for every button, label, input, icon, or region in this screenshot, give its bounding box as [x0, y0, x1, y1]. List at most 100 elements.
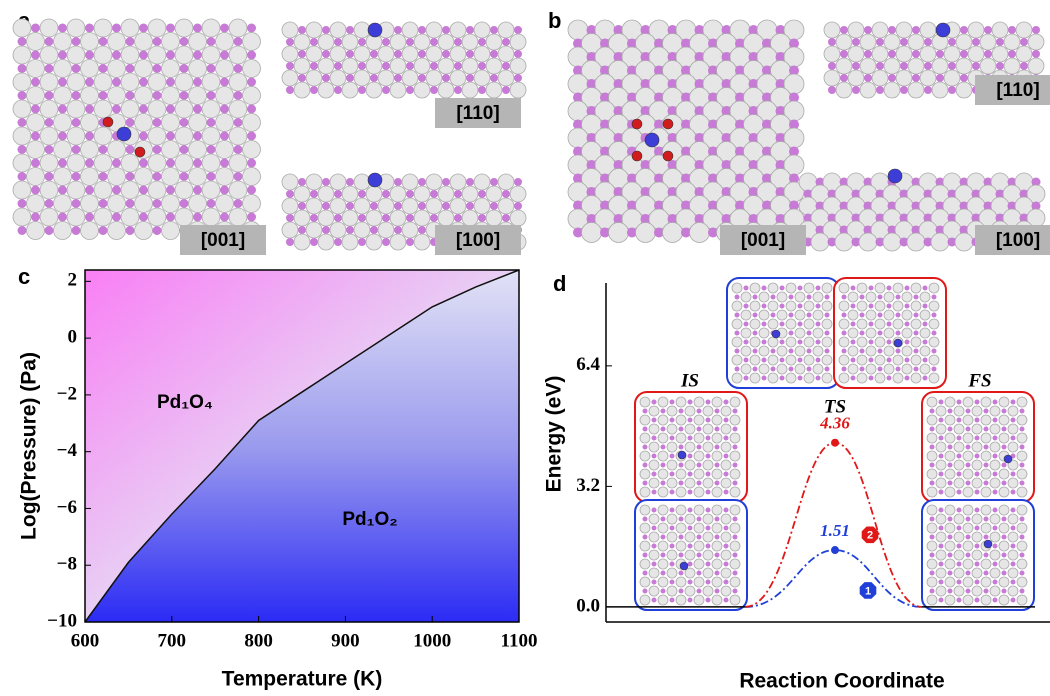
atom-o: [966, 481, 971, 486]
atom-pd: [685, 442, 695, 452]
atom-pd: [954, 532, 964, 542]
atom-pd: [282, 174, 298, 190]
atom-o: [914, 295, 919, 300]
atom-o: [247, 105, 256, 114]
atom-pd: [1017, 451, 1027, 461]
atom-o: [744, 358, 749, 363]
atom-pd: [54, 60, 72, 78]
atom-o: [85, 105, 94, 114]
atom-o: [840, 26, 848, 34]
atom-o: [715, 571, 720, 576]
atom-pd: [318, 58, 334, 74]
atom-pd: [896, 70, 912, 86]
atom-pd: [426, 22, 442, 38]
atom-o: [220, 132, 229, 141]
atom-pd: [992, 22, 1008, 38]
atom-pd: [795, 328, 805, 338]
atom-pd: [730, 505, 740, 515]
atom-o: [957, 472, 962, 477]
atom-o: [932, 367, 937, 372]
atom-pd: [730, 397, 740, 407]
atom-pd: [685, 514, 695, 524]
atom-o: [753, 331, 758, 336]
atom-o: [652, 472, 657, 477]
atom-o: [382, 86, 390, 94]
atom-o: [18, 91, 27, 100]
atom-pd: [927, 523, 937, 533]
atom-pd: [945, 397, 955, 407]
atom-o: [930, 463, 935, 468]
atom-pd: [162, 222, 180, 240]
atom: [103, 117, 113, 127]
atom-o: [661, 571, 666, 576]
atom-pd: [649, 514, 659, 524]
atom-pd: [860, 34, 876, 50]
atom-pd: [920, 346, 930, 356]
atom-o: [442, 202, 450, 210]
atom-o: [939, 544, 944, 549]
atom-pd: [667, 478, 677, 488]
atom-o: [514, 178, 522, 186]
atom-pd: [872, 70, 888, 86]
atom-pd: [40, 73, 58, 91]
atom-o: [744, 304, 749, 309]
atom-pd: [902, 310, 912, 320]
atom-pd: [963, 415, 973, 425]
atom-pd: [135, 222, 153, 240]
atom-pd: [676, 577, 686, 587]
atom-pd: [857, 337, 867, 347]
atom-o: [948, 517, 953, 522]
atom-pd: [640, 433, 650, 443]
atom-pd: [94, 127, 112, 145]
atom-o: [896, 313, 901, 318]
atom-pd: [981, 577, 991, 587]
atom-pd: [730, 577, 740, 587]
atom-pd: [945, 415, 955, 425]
atom-o: [58, 24, 67, 33]
atom-o: [936, 74, 944, 82]
atom-o: [842, 349, 847, 354]
atom-pd: [54, 222, 72, 240]
atom-o: [679, 553, 684, 558]
atom-pd: [243, 87, 261, 105]
atom-o: [923, 304, 928, 309]
atom-o: [960, 50, 968, 58]
atom-o: [878, 331, 883, 336]
atom-pd: [175, 208, 193, 226]
atom-o: [930, 589, 935, 594]
atom-o: [957, 580, 962, 585]
atom-pd: [108, 168, 126, 186]
atom-pd: [135, 87, 153, 105]
atom-o: [661, 535, 666, 540]
atom-o: [780, 304, 785, 309]
atom-pd: [732, 373, 742, 383]
atom-o: [112, 105, 121, 114]
atom-pd: [945, 505, 955, 515]
atom-pd: [848, 346, 858, 356]
atom-o: [220, 51, 229, 60]
atom-o: [670, 400, 675, 405]
atom-pd: [999, 469, 1009, 479]
atom-o: [358, 214, 366, 222]
atom-pd: [839, 373, 849, 383]
atom-o: [180, 145, 189, 154]
atom-o: [753, 313, 758, 318]
atom: [632, 119, 642, 129]
atom-pd: [703, 586, 713, 596]
atom-pd: [685, 550, 695, 560]
atom-o: [286, 62, 294, 70]
y-tick-label: 0.0: [576, 595, 600, 616]
atom: [984, 540, 992, 548]
atom-pd: [875, 337, 885, 347]
atom-pd: [40, 19, 58, 37]
atom-pd: [956, 82, 972, 98]
atom-o: [706, 562, 711, 567]
atom-pd: [963, 577, 973, 587]
atom-pd: [510, 58, 526, 74]
atom-o: [358, 62, 366, 70]
atom-o: [358, 238, 366, 246]
atom-o: [72, 37, 81, 46]
atom-pd: [712, 451, 722, 461]
atom-pd: [893, 301, 903, 311]
atom-o: [828, 86, 836, 94]
